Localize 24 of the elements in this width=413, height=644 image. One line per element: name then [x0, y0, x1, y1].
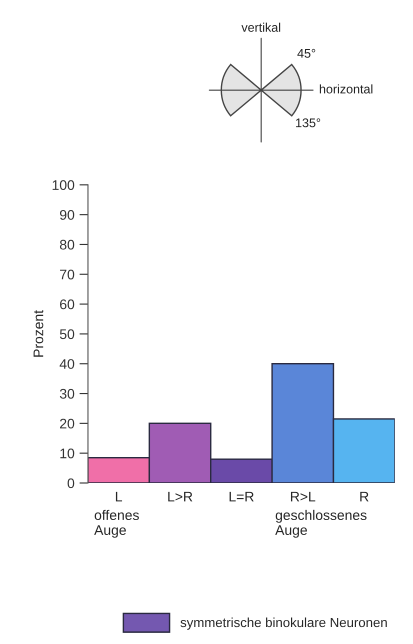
y-tick-label: 50 — [60, 329, 74, 340]
y-tick-label: 70 — [60, 270, 74, 280]
x-tick-label: L=R — [230, 492, 254, 502]
y-tick-label: 20 — [60, 418, 74, 429]
text: offenes Auge — [94, 510, 139, 538]
y-tick-label: 30 — [60, 388, 74, 399]
text: geschlossenes Auge — [275, 510, 367, 538]
text: 135° — [296, 118, 320, 128]
text: vertikal — [241, 22, 280, 32]
y-tick-label: 0 — [68, 478, 74, 488]
x-tick-label: L>R — [168, 492, 192, 502]
legend-label: symmetrische binokulare Neuronen — [180, 617, 387, 630]
y-tick-label: 90 — [60, 210, 74, 220]
y-axis-title: Prozent — [34, 310, 44, 357]
y-tick-label: 60 — [60, 299, 74, 310]
text: 45° — [297, 48, 316, 58]
y-tick-label: 10 — [60, 448, 74, 458]
y-tick-label: 100 — [52, 180, 74, 190]
x-tick-label: R>L — [290, 492, 316, 502]
x-tick-label: L — [116, 492, 122, 502]
y-tick-label: 40 — [60, 359, 74, 369]
y-tick-label: 80 — [60, 240, 74, 250]
x-tick-label: R — [360, 492, 369, 502]
text: horizontal — [320, 84, 372, 94]
